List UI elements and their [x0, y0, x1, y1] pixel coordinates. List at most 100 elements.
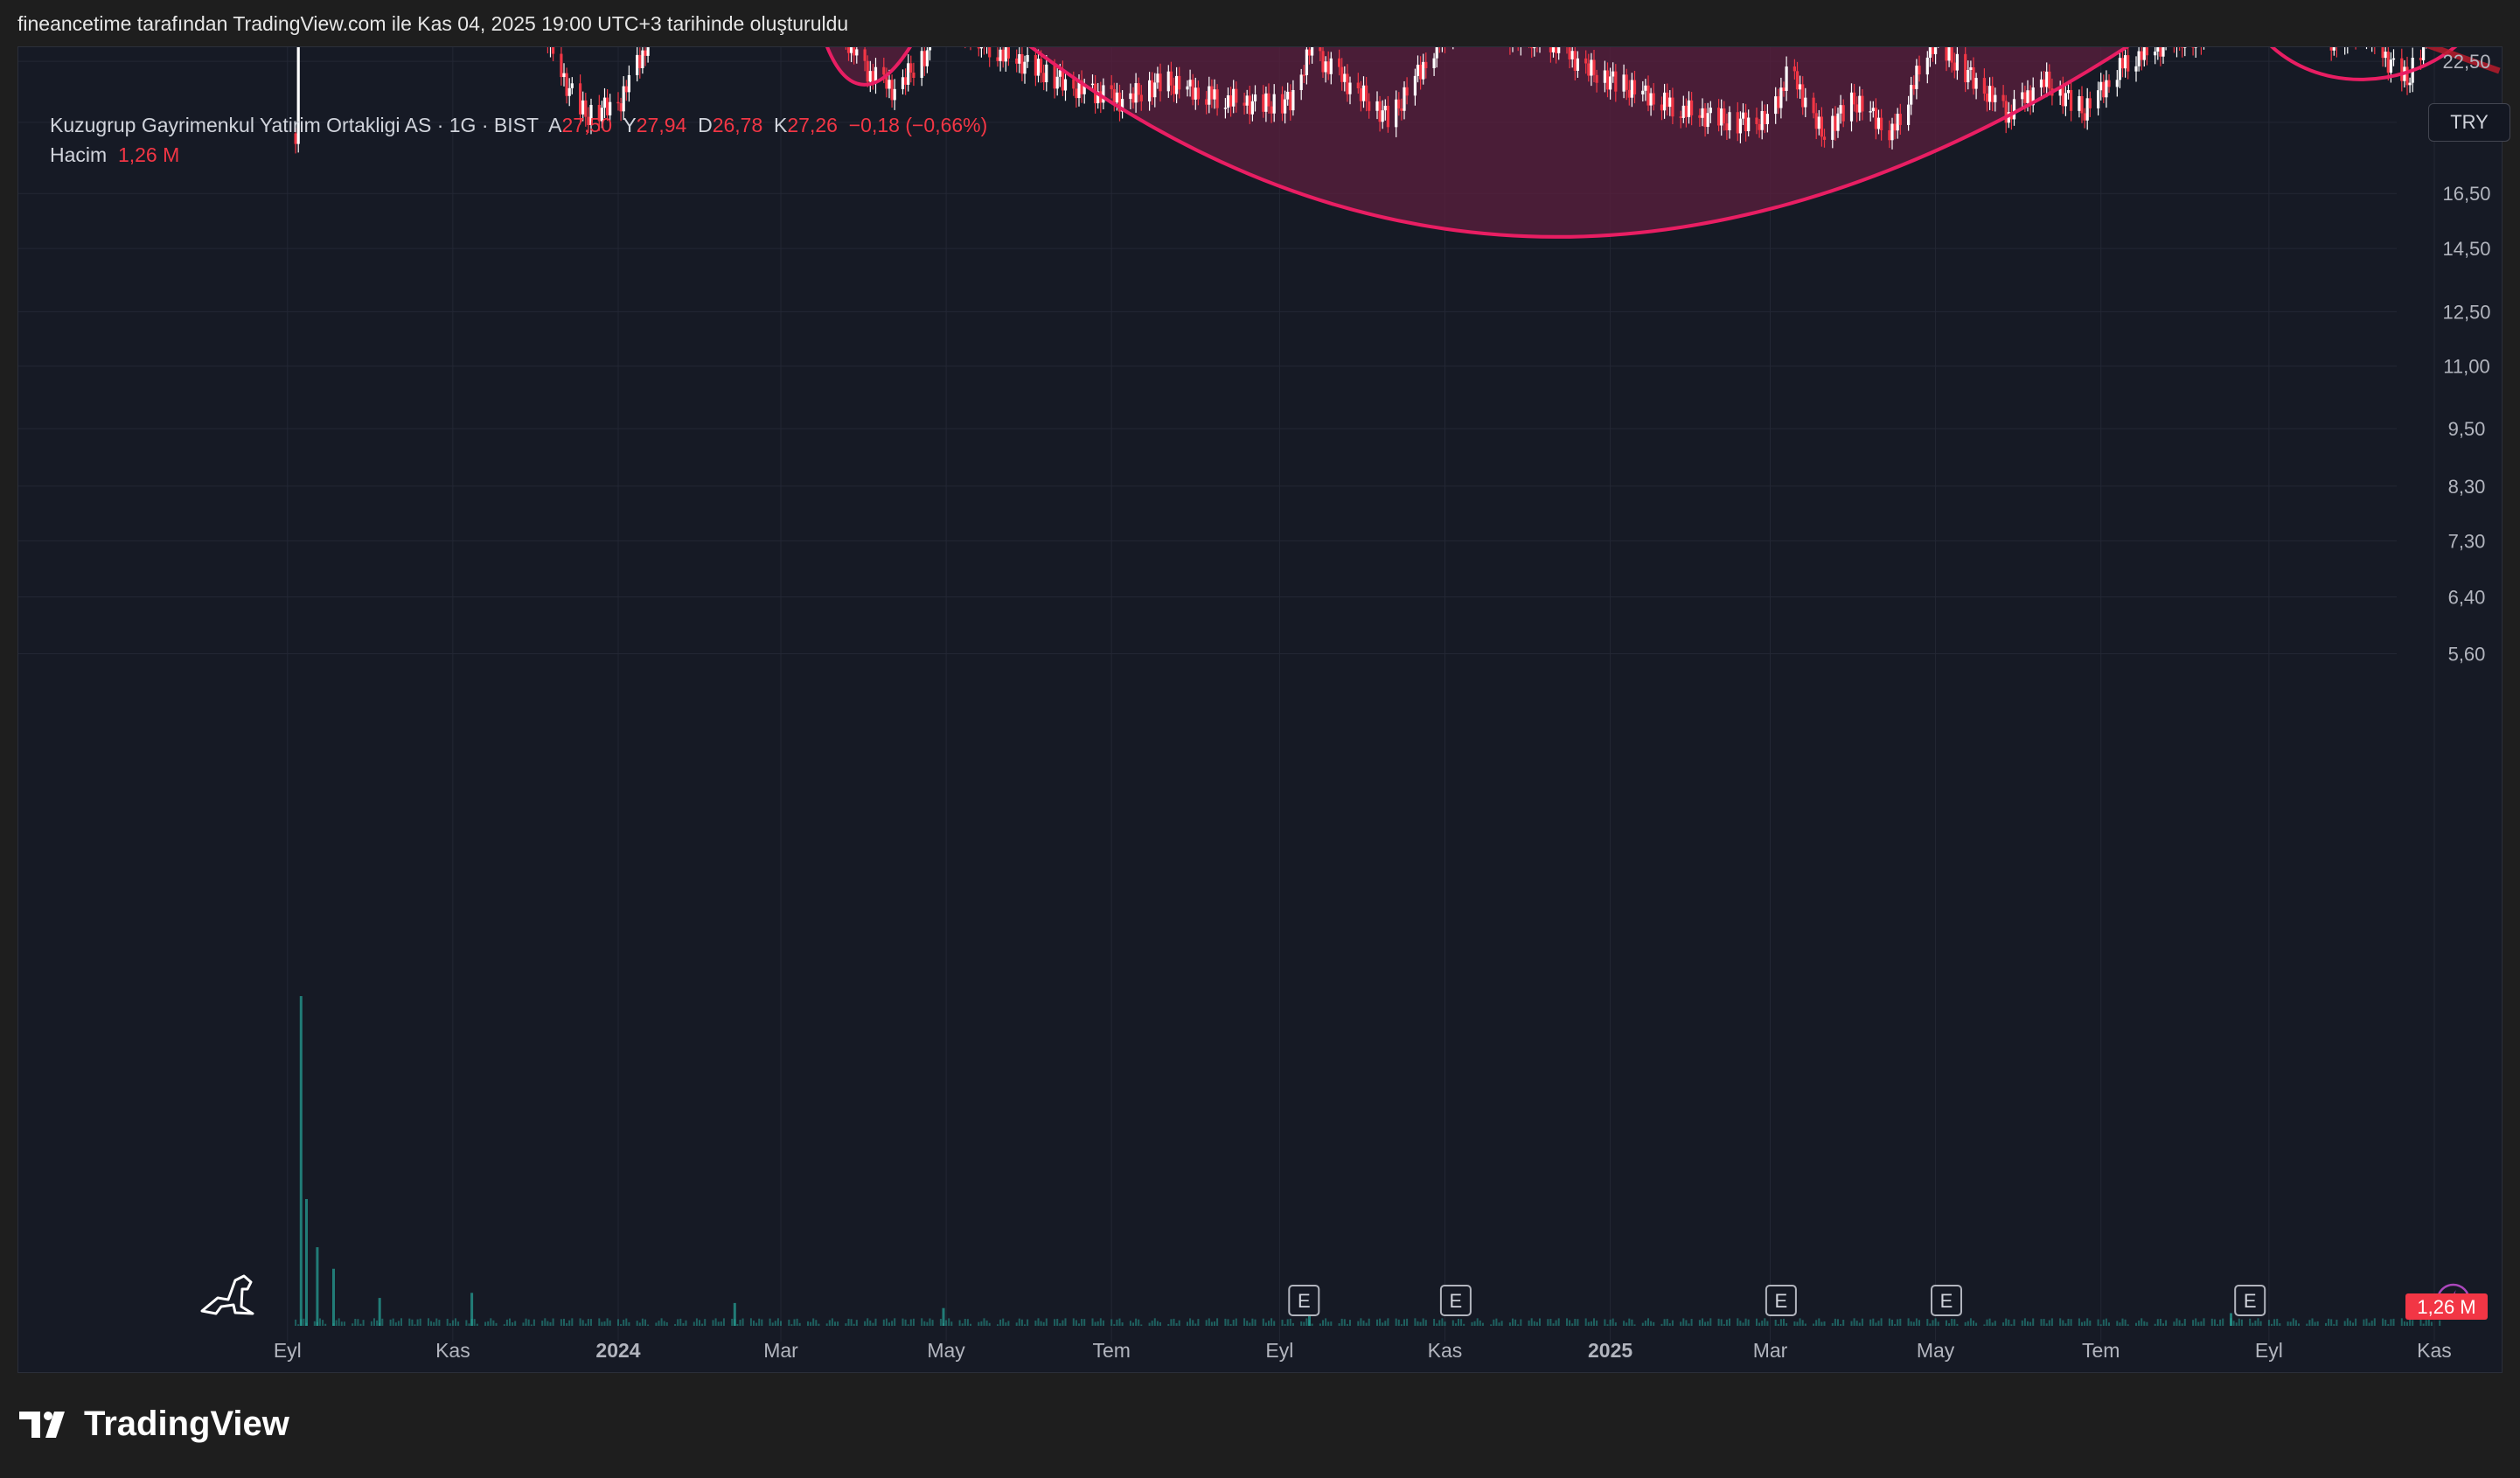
- volume-bar: [2040, 1319, 2043, 1326]
- candle-body: [2031, 87, 2035, 106]
- volume-bar: [370, 1321, 372, 1326]
- volume-bar: [495, 1322, 498, 1326]
- volume-bar: [1243, 1318, 1246, 1326]
- volume-bar: [2419, 1319, 2422, 1326]
- volume-bar: [847, 1318, 850, 1326]
- candle-body: [1346, 73, 1349, 94]
- volume-bar: [1552, 1323, 1555, 1326]
- tradingview-logo[interactable]: TradingView: [19, 1405, 289, 1444]
- candle-body: [1188, 80, 1192, 87]
- candle-body: [1817, 116, 1820, 129]
- candle-body: [1006, 47, 1010, 59]
- candle-body: [904, 77, 908, 85]
- volume-bar: [1793, 1321, 1796, 1326]
- volume-bar: [2346, 1318, 2349, 1326]
- volume-bar: [2403, 1321, 2405, 1326]
- volume-bar: [1037, 1318, 1040, 1326]
- volume-bar: [1530, 1318, 1533, 1326]
- volume-bar: [2368, 1322, 2370, 1326]
- volume-bar: [2002, 1322, 2005, 1326]
- volume-bar: [527, 1319, 530, 1326]
- volume-bar: [1500, 1321, 1503, 1326]
- candle-body: [1717, 108, 1721, 126]
- volume-bar: [958, 1320, 961, 1326]
- candle-body: [2118, 58, 2121, 80]
- candle-body: [855, 49, 859, 56]
- candle-body: [2102, 81, 2106, 98]
- volume-bar: [1189, 1318, 1192, 1326]
- candle-body: [1573, 51, 1577, 71]
- volume-bar: [679, 1318, 682, 1326]
- earnings-marker: E: [1439, 1285, 1472, 1316]
- volume-bar: [1690, 1319, 1693, 1326]
- volume-bar: [1451, 1320, 1454, 1326]
- volume-bar: [299, 996, 303, 1326]
- time-axis-tick-label: Tem: [2082, 1339, 2120, 1362]
- volume-bar: [815, 1320, 818, 1326]
- symbol-title[interactable]: Kuzugrup Gayrimenkul Yatirim Ortakligi A…: [50, 114, 539, 136]
- volume-bar: [1224, 1318, 1227, 1326]
- volume-bar: [2029, 1321, 2032, 1326]
- volume-bar: [1593, 1318, 1595, 1326]
- volume-bar: [1953, 1319, 1956, 1326]
- volume-bar: [834, 1321, 836, 1326]
- volume-bar: [1064, 1318, 1067, 1326]
- volume-bar: [1647, 1318, 1649, 1326]
- open-label: A: [548, 114, 562, 136]
- volume-bar: [352, 1323, 354, 1326]
- candle-body: [1397, 99, 1401, 108]
- volume-bar: [810, 1321, 812, 1326]
- volume-bar: [620, 1324, 623, 1326]
- volume-bar: [560, 1319, 562, 1326]
- volume-bar: [701, 1323, 704, 1326]
- candle-body: [1223, 108, 1227, 109]
- volume-bar: [1514, 1319, 1517, 1326]
- volume-bar: [1539, 1318, 1541, 1326]
- candle-body: [1235, 88, 1238, 103]
- volume-bar: [2183, 1319, 2186, 1326]
- volume-bar: [1264, 1322, 1267, 1326]
- volume-bar: [1929, 1323, 1932, 1326]
- price-axis-tick-label: 9,50: [2448, 418, 2486, 440]
- volume-bar: [1159, 1321, 1161, 1326]
- volume-label[interactable]: Hacim: [50, 143, 108, 166]
- ohlc-row: Kuzugrup Gayrimenkul Yatirim Ortakligi A…: [50, 110, 987, 140]
- volume-bar: [638, 1322, 641, 1326]
- volume-bar: [1436, 1323, 1438, 1326]
- candle-body: [2085, 98, 2089, 121]
- volume-bar: [1520, 1319, 1522, 1326]
- volume-bar: [912, 1318, 915, 1326]
- volume-bar: [1698, 1320, 1701, 1326]
- candle-body: [1015, 58, 1019, 64]
- candle-body: [1302, 74, 1305, 76]
- currency-button[interactable]: TRY: [2428, 103, 2510, 142]
- candle-body: [1243, 102, 1246, 106]
- chart-caption: fineancetime tarafından TradingView.com …: [17, 12, 849, 35]
- candle-body: [2078, 95, 2081, 111]
- volume-bar: [1723, 1324, 1725, 1326]
- candle-body: [1630, 80, 1633, 98]
- candle-body: [1893, 123, 1897, 131]
- chart-panel[interactable]: EEEEE84,0072,0060,0052,5046,5040,5034,50…: [17, 46, 2510, 1374]
- volume-bar: [714, 1318, 717, 1326]
- volume-bar: [1861, 1318, 1863, 1326]
- time-axis-tick-label: Mar: [1753, 1339, 1788, 1362]
- volume-bar: [677, 1319, 679, 1326]
- candle-body: [1248, 95, 1251, 115]
- candle-body: [1896, 114, 1899, 131]
- volume-bar: [731, 1318, 734, 1326]
- volume-bar: [1858, 1322, 1861, 1326]
- candle-body: [1435, 47, 1438, 59]
- candle-body: [641, 50, 644, 68]
- candle-body: [1666, 92, 1669, 108]
- volume-bar: [1569, 1320, 1571, 1326]
- price-chart[interactable]: EEEEE84,0072,0060,0052,5046,5040,5034,50…: [18, 47, 2503, 1374]
- volume-bar: [490, 1318, 492, 1326]
- volume-bar: [665, 1321, 668, 1326]
- candle-body: [1595, 74, 1598, 83]
- volume-bar: [2287, 1321, 2289, 1326]
- time-axis-tick-label: Eyl: [2255, 1339, 2283, 1362]
- candle-body: [1245, 95, 1249, 106]
- candle-body: [853, 47, 856, 56]
- candle-body: [2381, 47, 2384, 59]
